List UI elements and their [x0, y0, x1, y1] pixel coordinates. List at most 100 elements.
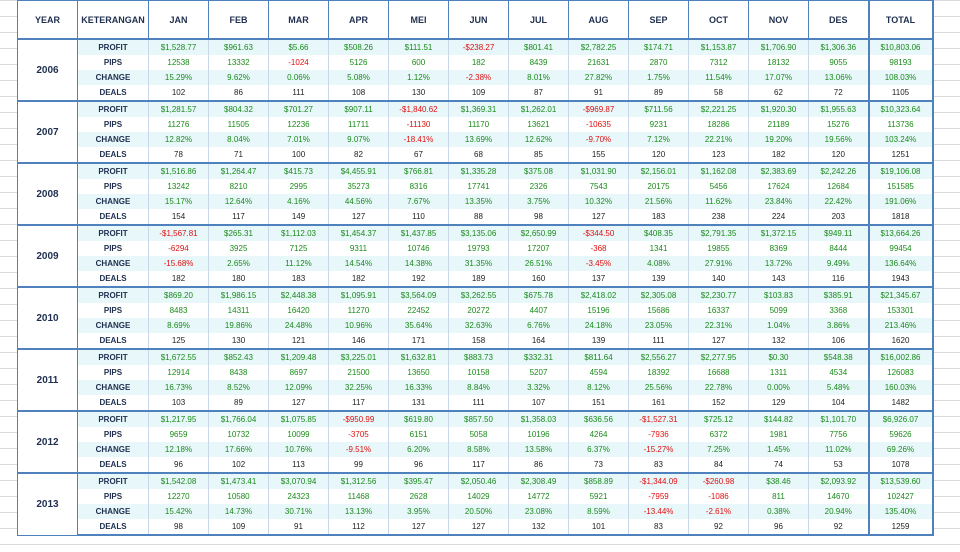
value-cell: 130 — [208, 333, 269, 350]
value-cell: 15.42% — [148, 504, 209, 519]
value-cell: -$344.50 — [568, 224, 629, 241]
value-cell: 27.91% — [688, 256, 749, 271]
value-cell: 151585 — [867, 179, 934, 194]
data-row: 2013 PROFIT $1,542.08 $1,473.41 $3,070.94 $1,… — [17, 472, 934, 536]
value-cell: -7936 — [628, 427, 689, 442]
value-cell: $2,156.01 — [628, 162, 689, 179]
year-cell: 2009 — [17, 224, 78, 288]
value-cell: -7959 — [628, 489, 689, 504]
column-header: JUL — [508, 0, 569, 40]
value-cell: $1,473.41 — [208, 472, 269, 489]
value-cell: 10099 — [268, 427, 329, 442]
value-cell: -6294 — [148, 241, 209, 256]
value-cell: 83 — [628, 519, 689, 536]
data-row: CHANGE 8.69% 19.86% 24.48% 10.96% 35.64% 32.63… — [18, 318, 934, 333]
value-cell: 7543 — [568, 179, 629, 194]
value-cell: 12684 — [808, 179, 869, 194]
value-cell: $1,209.48 — [268, 348, 329, 365]
value-cell: 13.06% — [808, 70, 869, 85]
value-cell: 15196 — [568, 303, 629, 318]
row-label: DEALS — [77, 271, 149, 288]
value-cell: 13.35% — [448, 194, 509, 209]
value-cell: 11711 — [328, 117, 389, 132]
value-cell: $2,221.25 — [688, 100, 749, 117]
data-row: PIPS 9659 10732 10099 -3705 6151 5058 10196 4264… — [18, 427, 934, 442]
value-cell: 21.56% — [628, 194, 689, 209]
value-cell: 22.42% — [808, 194, 869, 209]
value-cell: 1251 — [867, 147, 934, 164]
value-cell: 131 — [388, 395, 449, 412]
value-cell: 132 — [508, 519, 569, 536]
value-cell: 53 — [808, 457, 869, 474]
value-cell: 189 — [448, 271, 509, 288]
data-row: PIPS 12270 10580 24323 11468 2628 14029 14772 59… — [18, 489, 934, 504]
column-header: AUG — [568, 0, 629, 40]
value-cell: 14311 — [208, 303, 269, 318]
value-cell: 192 — [388, 271, 449, 288]
value-cell: $766.81 — [388, 162, 449, 179]
value-cell: 18392 — [628, 365, 689, 380]
value-cell: $619.80 — [388, 410, 449, 427]
data-row: 2009 PROFIT -$1,567.81 $265.31 $1,112.03 $1,4… — [17, 224, 934, 288]
value-cell: 21631 — [568, 55, 629, 70]
value-cell: $858.89 — [568, 472, 629, 489]
row-label: PROFIT — [77, 162, 149, 179]
year-cell: 2013 — [17, 472, 78, 536]
value-cell: 85 — [508, 147, 569, 164]
value-cell: 4407 — [508, 303, 569, 318]
value-cell: 96 — [388, 457, 449, 474]
value-cell: -3.45% — [568, 256, 629, 271]
value-cell: 15686 — [628, 303, 689, 318]
value-cell: 1.45% — [748, 442, 809, 457]
value-cell: 111 — [628, 333, 689, 350]
value-cell: 139 — [628, 271, 689, 288]
row-label: CHANGE — [77, 380, 149, 395]
value-cell: 161 — [628, 395, 689, 412]
value-cell: 8316 — [388, 179, 449, 194]
value-cell: 20272 — [448, 303, 509, 318]
data-row: PIPS -6294 3925 7125 9311 10746 19793 17207 -368… — [18, 241, 934, 256]
value-cell: $174.71 — [628, 38, 689, 55]
value-cell: $1,101.70 — [808, 410, 869, 427]
row-label: PIPS — [77, 117, 149, 132]
row-label: PIPS — [77, 427, 149, 442]
value-cell: 154 — [148, 209, 209, 226]
value-cell: $375.08 — [508, 162, 569, 179]
value-cell: 12914 — [148, 365, 209, 380]
value-cell: $2,782.25 — [568, 38, 629, 55]
value-cell: 11.02% — [808, 442, 869, 457]
value-cell: 86 — [508, 457, 569, 474]
value-cell: 6372 — [688, 427, 749, 442]
value-cell: 86 — [208, 85, 269, 102]
value-cell: 17741 — [448, 179, 509, 194]
value-cell: 18286 — [688, 117, 749, 132]
value-cell: 7.67% — [388, 194, 449, 209]
value-cell: 151 — [568, 395, 629, 412]
value-cell: 3.86% — [808, 318, 869, 333]
value-cell: 1078 — [867, 457, 934, 474]
value-cell: $508.26 — [328, 38, 389, 55]
value-cell: $2,242.26 — [808, 162, 869, 179]
row-label: PROFIT — [77, 286, 149, 303]
value-cell: $811.64 — [568, 348, 629, 365]
value-cell: 11.54% — [688, 70, 749, 85]
value-cell: 7.01% — [268, 132, 329, 147]
value-cell: 92 — [808, 519, 869, 536]
value-cell: 113 — [268, 457, 329, 474]
value-cell: 110 — [388, 209, 449, 226]
value-cell: 44.56% — [328, 194, 389, 209]
value-cell: $2,650.99 — [508, 224, 569, 241]
value-cell: 146 — [328, 333, 389, 350]
header-row: YEAR KETERANGAN JAN FEB MAR APR MEI JUN JUL AUG SE… — [17, 0, 934, 40]
value-cell: 120 — [808, 147, 869, 164]
value-cell: 13.13% — [328, 504, 389, 519]
value-cell: 127 — [388, 519, 449, 536]
value-cell: 84 — [688, 457, 749, 474]
value-cell: $1,955.63 — [808, 100, 869, 117]
value-cell: $1,095.91 — [328, 286, 389, 303]
value-cell: 22.21% — [688, 132, 749, 147]
value-cell: 120 — [628, 147, 689, 164]
value-cell: 13332 — [208, 55, 269, 70]
value-cell: 7.25% — [688, 442, 749, 457]
value-cell: 155 — [568, 147, 629, 164]
